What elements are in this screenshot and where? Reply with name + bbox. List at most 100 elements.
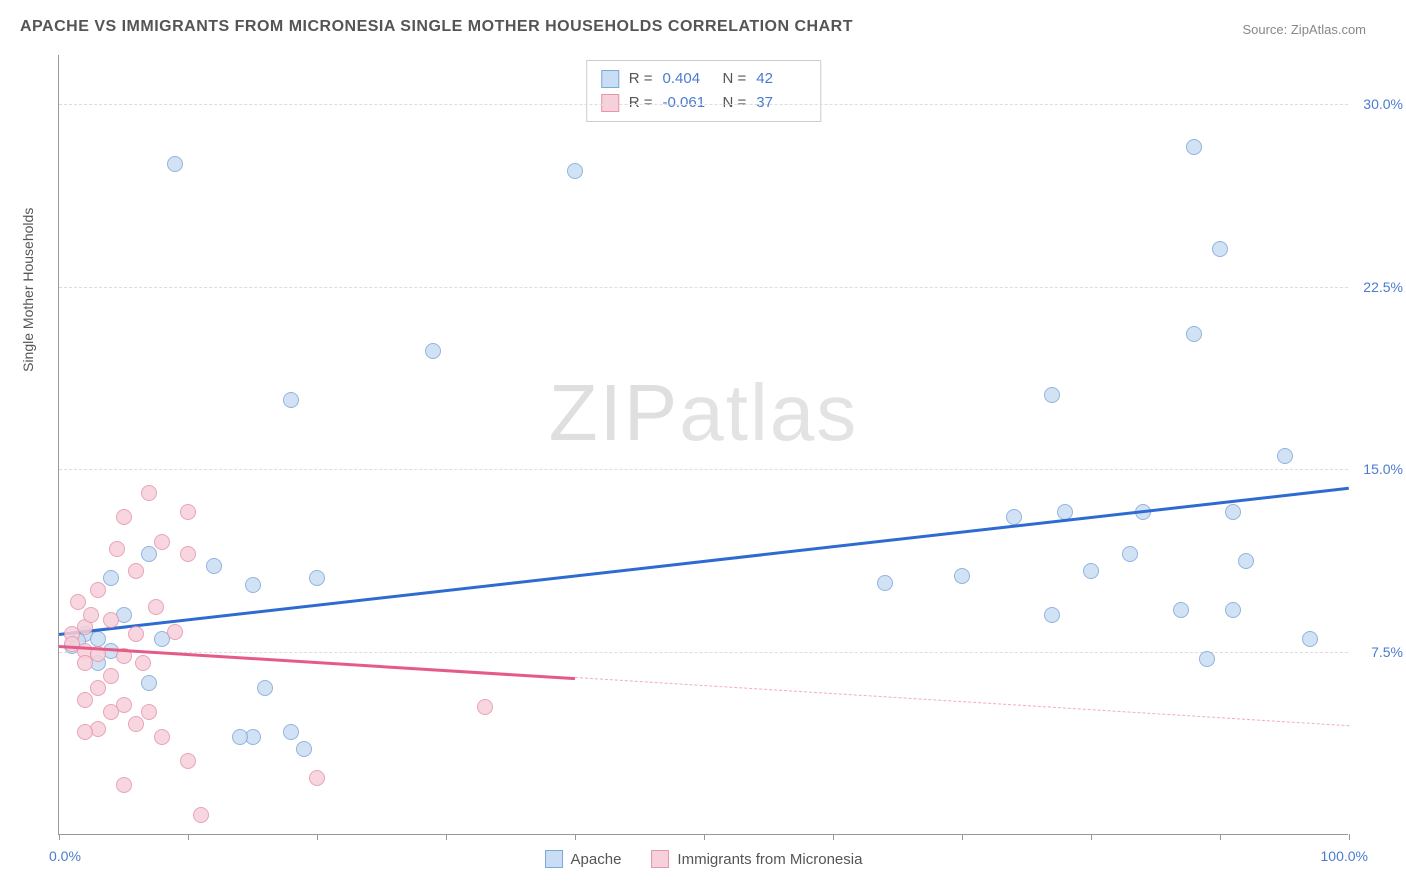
data-point (90, 631, 106, 647)
data-point (877, 575, 893, 591)
legend-item: Immigrants from Micronesia (651, 850, 862, 868)
gridline (59, 287, 1348, 288)
stats-box: R =0.404N =42R =-0.061N =37 (586, 60, 822, 122)
data-point (141, 485, 157, 501)
data-point (1212, 241, 1228, 257)
plot-area: ZIPatlas R =0.404N =42R =-0.061N =37 0.0… (58, 55, 1348, 835)
y-tick-label: 15.0% (1363, 461, 1403, 477)
data-point (154, 729, 170, 745)
x-tick (1091, 834, 1092, 840)
data-point (116, 777, 132, 793)
y-tick-label: 7.5% (1371, 644, 1403, 660)
data-point (1225, 504, 1241, 520)
trend-line-dashed (575, 677, 1349, 726)
data-point (1044, 607, 1060, 623)
data-point (1044, 387, 1060, 403)
data-point (77, 692, 93, 708)
r-value: 0.404 (663, 67, 713, 91)
x-axis-max-label: 100.0% (1321, 848, 1368, 864)
data-point (1302, 631, 1318, 647)
data-point (180, 546, 196, 562)
x-tick (575, 834, 576, 840)
data-point (1083, 563, 1099, 579)
data-point (103, 570, 119, 586)
data-point (1186, 139, 1202, 155)
x-tick (188, 834, 189, 840)
data-point (90, 582, 106, 598)
trend-line (59, 486, 1349, 635)
legend-label: Immigrants from Micronesia (677, 851, 862, 868)
correlation-chart: APACHE VS IMMIGRANTS FROM MICRONESIA SIN… (10, 10, 1396, 882)
x-tick (59, 834, 60, 840)
data-point (1277, 448, 1293, 464)
chart-title: APACHE VS IMMIGRANTS FROM MICRONESIA SIN… (20, 18, 853, 36)
x-tick (317, 834, 318, 840)
data-point (296, 741, 312, 757)
x-tick (962, 834, 963, 840)
data-point (232, 729, 248, 745)
data-point (141, 546, 157, 562)
series-swatch (601, 70, 619, 88)
watermark: ZIPatlas (549, 367, 858, 459)
data-point (283, 724, 299, 740)
data-point (83, 607, 99, 623)
legend-label: Apache (571, 851, 622, 868)
y-axis-title: Single Mother Households (20, 208, 36, 372)
y-tick-label: 30.0% (1363, 96, 1403, 112)
x-tick (704, 834, 705, 840)
data-point (90, 680, 106, 696)
data-point (109, 541, 125, 557)
data-point (103, 612, 119, 628)
data-point (193, 807, 209, 823)
data-point (167, 156, 183, 172)
data-point (954, 568, 970, 584)
data-point (77, 724, 93, 740)
gridline (59, 469, 1348, 470)
x-tick (446, 834, 447, 840)
data-point (1186, 326, 1202, 342)
chart-source: Source: ZipAtlas.com (1242, 22, 1366, 37)
data-point (477, 699, 493, 715)
stats-row: R =0.404N =42 (601, 67, 807, 91)
data-point (425, 343, 441, 359)
r-label: R = (629, 67, 653, 91)
data-point (257, 680, 273, 696)
legend-swatch (651, 850, 669, 868)
data-point (116, 509, 132, 525)
data-point (1006, 509, 1022, 525)
data-point (180, 753, 196, 769)
data-point (1225, 602, 1241, 618)
data-point (128, 563, 144, 579)
data-point (141, 675, 157, 691)
data-point (77, 655, 93, 671)
data-point (70, 594, 86, 610)
data-point (103, 704, 119, 720)
x-axis-min-label: 0.0% (49, 848, 81, 864)
legend-swatch (545, 850, 563, 868)
data-point (135, 655, 151, 671)
x-tick (1349, 834, 1350, 840)
data-point (141, 704, 157, 720)
data-point (128, 716, 144, 732)
legend: Apache Immigrants from Micronesia (545, 850, 863, 868)
gridline (59, 104, 1348, 105)
legend-item: Apache (545, 850, 622, 868)
data-point (154, 534, 170, 550)
x-tick (1220, 834, 1221, 840)
data-point (1238, 553, 1254, 569)
data-point (1199, 651, 1215, 667)
y-tick-label: 22.5% (1363, 279, 1403, 295)
data-point (567, 163, 583, 179)
data-point (148, 599, 164, 615)
data-point (167, 624, 183, 640)
data-point (1173, 602, 1189, 618)
data-point (128, 626, 144, 642)
data-point (309, 770, 325, 786)
data-point (206, 558, 222, 574)
data-point (180, 504, 196, 520)
data-point (103, 668, 119, 684)
data-point (245, 577, 261, 593)
data-point (283, 392, 299, 408)
gridline (59, 652, 1348, 653)
n-value: 42 (756, 67, 806, 91)
